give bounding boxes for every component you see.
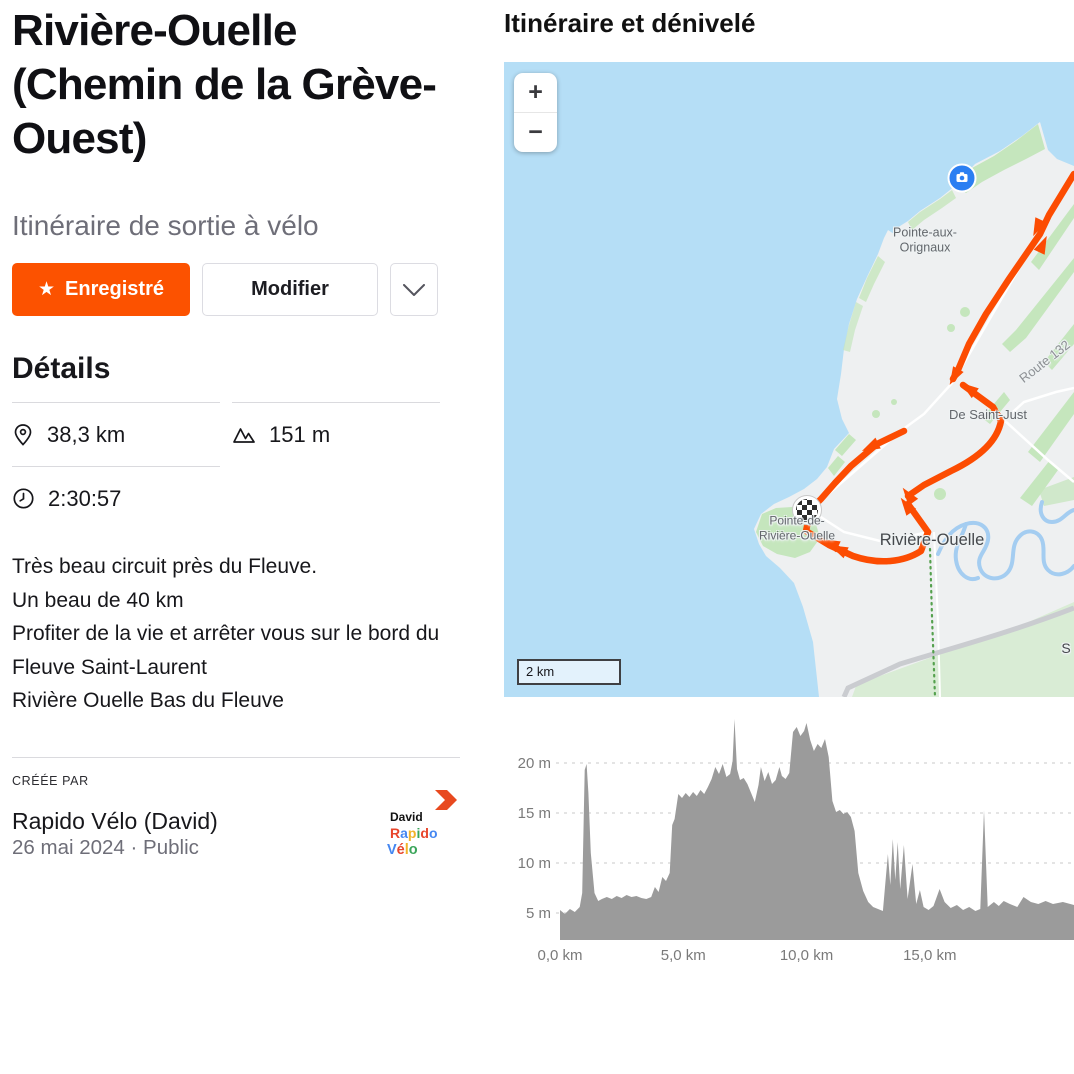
map-label-riviere-ouelle: Rivière-Ouelle <box>879 530 985 549</box>
avatar-text-rapido: Rapido <box>390 825 438 841</box>
saved-button[interactable]: ★ Enregistré <box>12 263 190 316</box>
distance-stat: 38,3 km <box>12 402 220 466</box>
time-stat: 2:30:57 <box>12 466 220 530</box>
route-arrows <box>821 217 1047 559</box>
highway <box>841 605 1074 697</box>
page-title: Rivière-Ouelle (Chemin de la Grève-Ouest… <box>12 6 437 163</box>
photo-marker <box>947 163 977 193</box>
svg-text:20 m: 20 m <box>518 755 551 772</box>
finish-flag-marker <box>792 495 822 525</box>
land <box>754 122 1074 697</box>
chevron-down-icon <box>403 283 425 296</box>
vegetation <box>756 124 1074 558</box>
created-by-label: CRÉÉE PAR <box>12 774 89 788</box>
elevation-value: 151 m <box>269 421 331 447</box>
creator-name-link[interactable]: Rapido Vélo (David) <box>12 808 218 834</box>
map-label-partial: S <box>1061 639 1071 656</box>
avatar-text-velo: Vélo <box>387 842 418 858</box>
avatar-text-david: David <box>390 810 423 824</box>
svg-text:5,0 km: 5,0 km <box>661 947 706 964</box>
edit-button[interactable]: Modifier <box>202 263 378 316</box>
action-buttons: ★ Enregistré Modifier <box>12 263 460 316</box>
map-section-heading: Itinéraire et dénivelé <box>504 8 756 38</box>
svg-text:15,0 km: 15,0 km <box>903 947 956 964</box>
description-line: Profiter de la vie et arrêter vous sur l… <box>12 622 440 679</box>
trail-dotted <box>928 547 937 697</box>
description-line: Très beau circuit près du Fleuve. <box>12 555 318 578</box>
river <box>936 500 1074 581</box>
creator-avatar[interactable]: David Rapido Vélo <box>383 788 461 868</box>
svg-text:15 m: 15 m <box>518 805 551 822</box>
details-heading: Détails <box>12 352 111 385</box>
route-summary-panel: Rivière-Ouelle (Chemin de la Grève-Ouest… <box>12 0 461 1074</box>
svg-text:0,0 km: 0,0 km <box>537 947 582 964</box>
elevation-chart-canvas: 5 m 10 m 15 m 20 m 0,0 km 5,0 km 10,0 km 15,0 k… <box>518 719 1074 964</box>
elevation-stat: 151 m <box>232 402 440 466</box>
vegetation-pale <box>852 602 1074 697</box>
avatar-arrow-icon <box>435 790 457 810</box>
map-label-de-saint-just: De Saint-Just <box>948 406 1028 422</box>
mountains-icon <box>233 427 255 443</box>
description-line: Un beau de 40 km <box>12 588 184 612</box>
elevation-profile-chart: 5 m 10 m 15 m 20 m 0,0 km 5,0 km 10,0 km 15,0 k… <box>504 697 1074 997</box>
zoom-out-button[interactable]: − <box>528 118 543 146</box>
map-label-pointe-de-riviere-ouelle: Pointe-de- Rivière-Ouelle <box>758 513 836 543</box>
route-map[interactable]: Pointe-aux- Orignaux De Saint-Just Route … <box>504 62 1074 697</box>
clock-icon <box>13 488 34 509</box>
description-line: Rivière Ouelle Bas du Fleuve <box>12 689 284 712</box>
svg-text:10,0 km: 10,0 km <box>780 947 833 964</box>
zoom-divider <box>514 112 557 113</box>
star-icon: ★ <box>38 279 56 300</box>
location-pin-icon <box>14 423 32 446</box>
divider <box>12 757 460 758</box>
svg-text:5 m: 5 m <box>526 905 551 922</box>
map-canvas <box>504 62 1074 697</box>
svg-text:10 m: 10 m <box>518 855 551 872</box>
route-description: Très beau circuit près du Fleuve. Un bea… <box>12 550 460 718</box>
time-value: 2:30:57 <box>48 485 122 511</box>
zoom-in-button[interactable]: + <box>528 78 543 106</box>
distance-value: 38,3 km <box>47 421 126 447</box>
more-actions-button[interactable] <box>390 263 438 316</box>
saved-button-label: Enregistré <box>65 278 164 300</box>
edit-button-label: Modifier <box>251 278 329 300</box>
creator-date-visibility: 26 mai 2024 · Public <box>12 836 199 859</box>
map-zoom-control: + − <box>514 73 557 152</box>
map-label-pointe-aux-orignaux: Pointe-aux- Orignaux <box>893 225 957 255</box>
route-type-subtitle: Itinéraire de sortie à vélo <box>12 210 319 241</box>
map-scale-bar: 2 km <box>517 659 621 685</box>
